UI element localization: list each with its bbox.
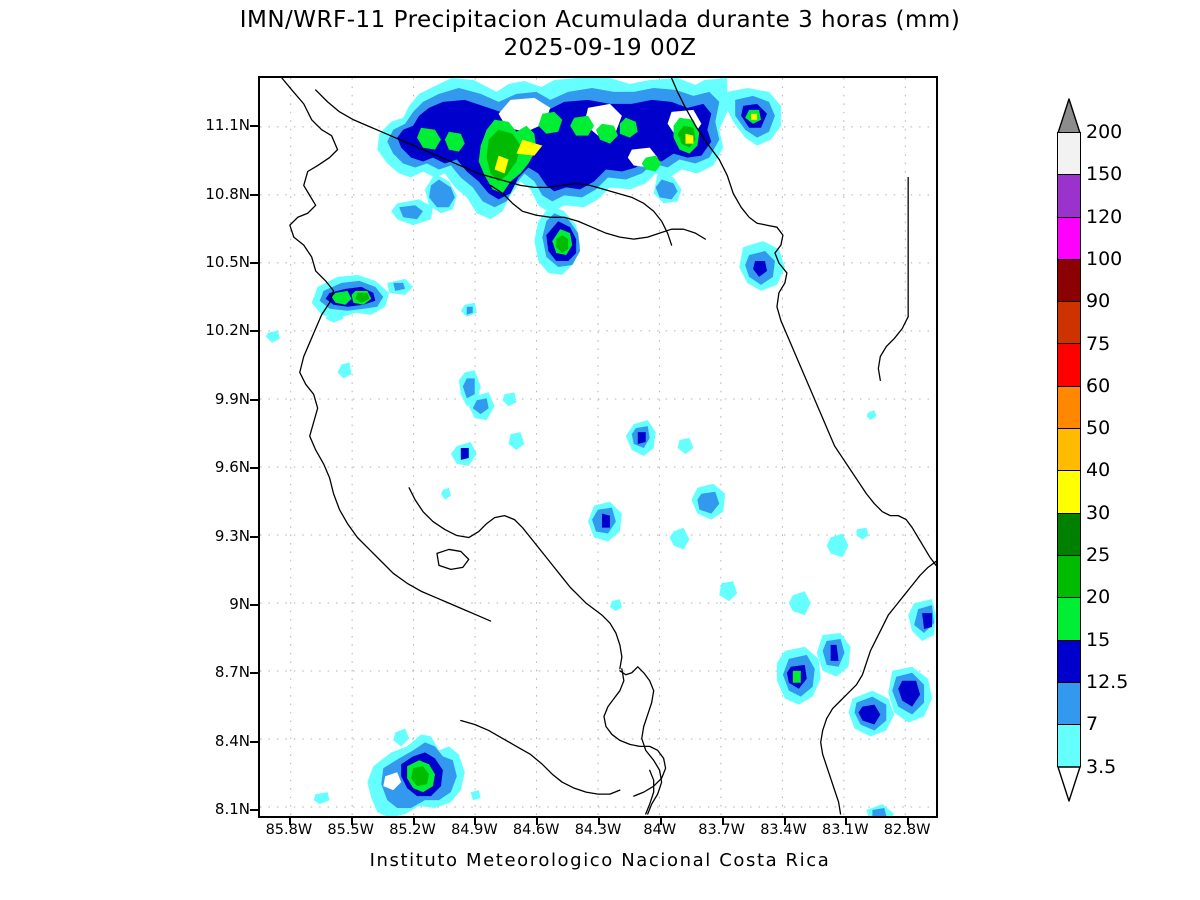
ytick-label: 8.4N bbox=[214, 731, 250, 750]
xtick-label: 84W bbox=[643, 822, 677, 838]
colorbar-cell[interactable] bbox=[1058, 259, 1080, 303]
ytick-label: 10.2N bbox=[205, 321, 250, 340]
precip-ne-cells bbox=[725, 87, 785, 291]
colorbar-tick-label: 200 bbox=[1086, 121, 1123, 143]
colorbar-cell[interactable] bbox=[1058, 471, 1080, 514]
xtick-mark bbox=[474, 818, 477, 825]
ytick-label: 10.5N bbox=[205, 252, 250, 271]
ytick-mark bbox=[250, 740, 258, 743]
colorbar-cell[interactable] bbox=[1058, 217, 1080, 260]
xtick-label: 83.1W bbox=[821, 822, 869, 838]
colorbar-tick-label: 75 bbox=[1086, 332, 1111, 355]
colorbar-cell[interactable] bbox=[1058, 302, 1080, 345]
xtick-mark bbox=[288, 818, 291, 825]
colorbar-cell[interactable] bbox=[1058, 640, 1080, 683]
ytick-label: 11.1N bbox=[205, 116, 250, 135]
xtick-mark bbox=[598, 818, 600, 825]
xtick-label: 85.8W bbox=[265, 822, 313, 838]
title-line-1: IMN/WRF-11 Precipitacion Acumulada duran… bbox=[239, 7, 961, 33]
precip-south-pacific-cell bbox=[313, 728, 481, 816]
ytick-label: 9N bbox=[229, 594, 250, 613]
y-axis-labels: 11.1N 10.8N 10.5N 10.2N 9.9N 9.6N 9.3N 9… bbox=[178, 76, 250, 818]
colorbar-legend[interactable]: 200 150 120 100 90 75 60 50 40 30 25 20 15 12.5 7 3.5 bbox=[1052, 98, 1192, 802]
colorbar-swatches[interactable] bbox=[1057, 132, 1081, 768]
ytick-mark bbox=[250, 330, 258, 333]
xtick-label: 83.4W bbox=[760, 822, 807, 838]
colorbar-tick-label: 100 bbox=[1086, 247, 1123, 270]
colorbar-tick-label: 25 bbox=[1086, 544, 1111, 566]
colorbar-tick-label: 15 bbox=[1086, 628, 1111, 651]
ytick-label: 10.8N bbox=[205, 184, 250, 203]
xtick-label: 83.7W bbox=[698, 822, 745, 838]
colorbar-cell[interactable] bbox=[1058, 513, 1080, 556]
ytick-label: 8.7N bbox=[214, 663, 250, 682]
footer-credit: Instituto Meteorologico Nacional Costa R… bbox=[369, 850, 831, 871]
colorbar-tick-label: 7 bbox=[1086, 713, 1099, 736]
precip-east-cells bbox=[588, 410, 877, 616]
precip-central-cells bbox=[265, 302, 525, 500]
ytick-mark bbox=[250, 125, 258, 128]
colorbar-cell[interactable] bbox=[1058, 386, 1080, 430]
colorbar-tick-label: 90 bbox=[1086, 290, 1111, 313]
precip-north-cluster bbox=[377, 78, 728, 275]
colorbar-tick-label: 30 bbox=[1086, 501, 1111, 524]
colorbar-overflow-arrow bbox=[1057, 98, 1081, 134]
xtick-label: 85.2W bbox=[389, 822, 436, 838]
ytick-mark bbox=[250, 193, 258, 196]
colorbar-tick-label: 60 bbox=[1086, 374, 1111, 397]
x-axis-labels: 85.8W 85.5W 85.2W 84.9W 84.6W 84.3W 84W … bbox=[258, 822, 938, 848]
ytick-label: 9.9N bbox=[214, 389, 250, 408]
xtick-label: 85.5W bbox=[327, 822, 374, 838]
ytick-mark bbox=[250, 809, 258, 811]
xtick-mark bbox=[845, 818, 848, 825]
xtick-mark bbox=[721, 818, 724, 825]
title-line-2: 2025-09-19 00Z bbox=[503, 35, 697, 61]
ytick-mark bbox=[250, 603, 258, 606]
colorbar-cell[interactable] bbox=[1058, 555, 1080, 599]
colorbar-cell[interactable] bbox=[1058, 682, 1080, 726]
ytick-mark bbox=[250, 672, 258, 675]
coastline-borders bbox=[281, 78, 936, 815]
precip-se-cells bbox=[776, 599, 936, 816]
ytick-label: 9.3N bbox=[214, 526, 250, 545]
colorbar-cell[interactable] bbox=[1058, 133, 1080, 176]
xtick-label: 84.6W bbox=[512, 822, 560, 838]
precip-nw-cell bbox=[311, 199, 433, 323]
ytick-mark bbox=[250, 467, 258, 470]
xtick-label: 84.9W bbox=[451, 822, 498, 838]
colorbar-tick-label: 120 bbox=[1086, 205, 1123, 228]
colorbar-tick-label: 150 bbox=[1086, 163, 1123, 186]
ytick-mark bbox=[250, 398, 258, 401]
xtick-label: 84.3W bbox=[574, 822, 622, 838]
precipitation-map bbox=[260, 78, 936, 816]
xtick-label: 82.8W bbox=[883, 822, 931, 838]
colorbar-underflow-arrow bbox=[1057, 765, 1081, 802]
colorbar-tick-label: 40 bbox=[1086, 459, 1111, 482]
colorbar-cell[interactable] bbox=[1058, 175, 1080, 218]
chart-title-block: IMN/WRF-11 Precipitacion Acumulada duran… bbox=[0, 6, 1200, 62]
xtick-mark bbox=[907, 818, 910, 825]
map-plot-area[interactable] bbox=[258, 76, 938, 818]
xtick-mark bbox=[659, 818, 662, 825]
xtick-mark bbox=[412, 818, 415, 825]
xtick-mark bbox=[536, 818, 539, 825]
ytick-label: 9.6N bbox=[214, 458, 250, 477]
ytick-mark bbox=[250, 261, 258, 264]
xtick-mark bbox=[350, 818, 353, 825]
colorbar-tick-label: 12.5 bbox=[1086, 670, 1129, 693]
colorbar-cell[interactable] bbox=[1058, 344, 1080, 387]
ytick-mark bbox=[250, 535, 258, 538]
colorbar-tick-label: 20 bbox=[1086, 586, 1111, 609]
xtick-mark bbox=[783, 818, 786, 825]
colorbar-tick-label: 3.5 bbox=[1086, 755, 1117, 778]
colorbar-cell[interactable] bbox=[1058, 725, 1080, 768]
colorbar-tick-label: 50 bbox=[1086, 417, 1111, 440]
colorbar-cell[interactable] bbox=[1058, 429, 1080, 472]
ytick-label: 8.1N bbox=[214, 800, 250, 818]
colorbar-cell[interactable] bbox=[1058, 598, 1080, 641]
